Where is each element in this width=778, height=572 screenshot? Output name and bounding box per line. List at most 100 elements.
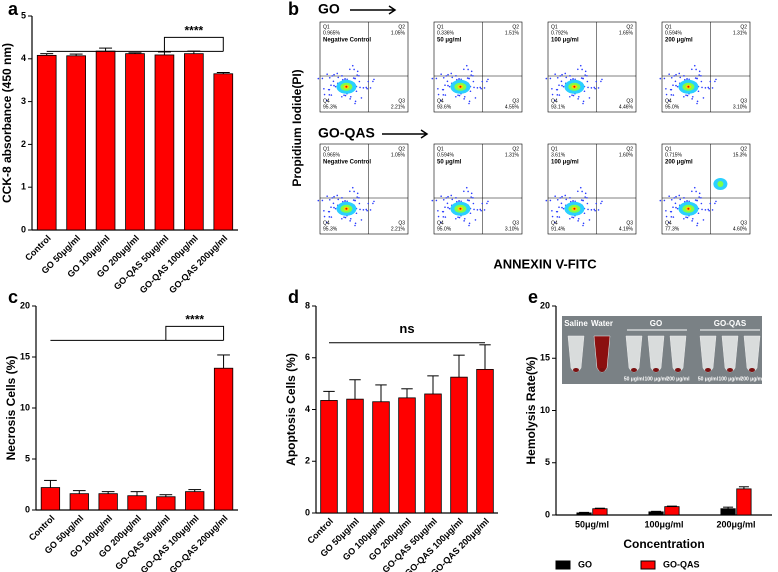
event-dot: [711, 209, 714, 211]
event-dot: [668, 73, 670, 75]
event-dot: [586, 75, 588, 77]
inset-conc: 200 μg/ml: [740, 376, 764, 382]
quadrant-value: 93.6%: [437, 104, 452, 110]
inset-conc: 100 μg/ml: [644, 376, 668, 382]
quadrant-name: Q2: [626, 146, 633, 152]
quadrant-value: 95.3%: [323, 226, 338, 232]
event-dot: [545, 77, 548, 80]
event-dot: [577, 68, 579, 71]
quadrant-name: Q3: [512, 220, 519, 226]
inset-label: GO-QAS: [714, 319, 747, 328]
quadrant-name: Q4: [551, 98, 558, 104]
event-dot: [349, 220, 351, 222]
plot-label: Negative Control: [323, 38, 371, 44]
event-dot: [353, 190, 355, 193]
y-tick-label: 0: [305, 507, 310, 517]
event-dot: [474, 97, 477, 99]
bar: [69, 493, 89, 511]
event-dot: [334, 85, 337, 88]
event-dot: [358, 80, 361, 83]
event-dot: [354, 199, 356, 202]
event-dot: [354, 222, 357, 225]
event-dot: [463, 95, 466, 98]
event-dot: [688, 200, 690, 203]
event-dot: [479, 208, 482, 211]
event-dot: [663, 77, 666, 80]
event-dot: [569, 95, 571, 98]
quadrant-name: Q1: [551, 24, 558, 30]
event-dot: [579, 64, 582, 67]
event-dot: [594, 87, 596, 90]
event-dot: [469, 90, 472, 93]
event-dot: [583, 90, 586, 93]
event-dot: [463, 220, 465, 222]
event-dot: [562, 207, 565, 210]
event-dot: [341, 217, 343, 220]
event-dot: [356, 196, 358, 198]
event-dot: [558, 206, 560, 209]
y-tick-label: 0: [21, 224, 26, 234]
event-dot: [450, 194, 453, 197]
event-dot: [698, 196, 700, 198]
event-dot: [570, 200, 572, 203]
pellet: [573, 368, 579, 372]
event-dot: [686, 94, 689, 97]
event-dot: [569, 197, 571, 199]
y-tick-label: 15: [540, 353, 550, 363]
event-dot: [323, 209, 325, 212]
event-dot: [470, 74, 472, 76]
bar: [154, 54, 175, 231]
event-dot: [356, 70, 359, 73]
event-dot: [439, 221, 442, 224]
event-dot: [679, 76, 682, 79]
event-dot: [691, 98, 693, 100]
bar: [185, 491, 205, 511]
event-dot: [360, 219, 363, 221]
event-dot: [564, 72, 567, 75]
event-dot: [448, 207, 451, 210]
event-dot: [465, 64, 468, 67]
event-dot: [343, 94, 345, 96]
event-dot: [693, 186, 696, 189]
event-dot: [582, 199, 584, 202]
quadrant-name: Q2: [740, 24, 747, 30]
event-dot: [372, 80, 374, 83]
density: [687, 207, 690, 210]
event-dot: [435, 77, 438, 80]
quadrant-name: Q1: [323, 146, 330, 152]
event-dot: [715, 200, 717, 203]
event-dot: [362, 87, 365, 89]
event-dot: [486, 202, 488, 205]
event-dot: [441, 210, 444, 213]
x-tick-label: 200μg/ml: [716, 519, 755, 529]
y-tick-label: 20: [540, 300, 550, 310]
event-dot: [344, 77, 346, 80]
event-dot: [679, 198, 682, 201]
quadrant-value: 1.51%: [505, 30, 520, 36]
event-dot: [683, 217, 685, 220]
quadrant-name: Q2: [512, 24, 519, 30]
x-tick-label: GO-QAS 200μg/ml: [167, 233, 229, 295]
y-tick-label: 2: [21, 139, 26, 149]
event-dot: [707, 86, 710, 89]
bar: [66, 55, 86, 231]
event-dot: [551, 215, 554, 218]
inset-label: Saline: [564, 319, 588, 328]
event-dot: [561, 84, 563, 87]
flow-plot: [661, 143, 751, 235]
event-dot: [451, 76, 454, 79]
bar: [424, 393, 442, 514]
inset-label: Water: [591, 319, 613, 328]
event-dot: [551, 209, 553, 212]
event-dot: [325, 99, 328, 102]
y-tick-label: 5: [21, 10, 26, 20]
event-dot: [457, 94, 459, 96]
quadrant-name: Q1: [551, 146, 558, 152]
quadrant-value: 0.594%: [437, 152, 455, 158]
event-dot: [349, 98, 351, 100]
density: [459, 85, 462, 88]
quadrant-value: 4.60%: [733, 226, 748, 232]
event-dot: [447, 195, 449, 198]
event-dot: [444, 206, 446, 209]
